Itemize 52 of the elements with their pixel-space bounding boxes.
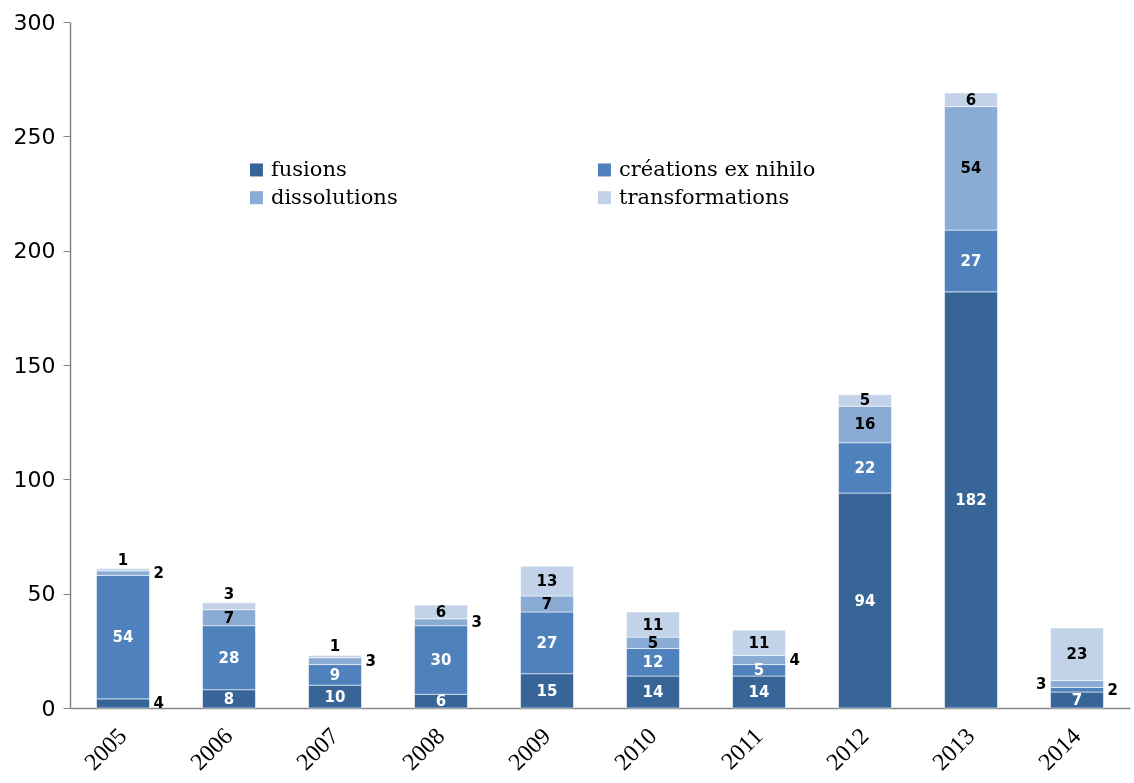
data-label: 16: [854, 415, 876, 434]
legend-label: créations ex nihilo: [618, 156, 816, 181]
data-label: 6: [435, 602, 447, 621]
data-label: 8: [223, 689, 235, 708]
y-tick-label: 50: [27, 581, 56, 607]
bar: [96, 568, 150, 572]
data-label: 7: [223, 608, 235, 627]
data-label: 5: [753, 661, 765, 680]
data-label: 3: [365, 652, 376, 671]
data-label: 10: [324, 687, 346, 706]
data-label: 11: [748, 633, 770, 652]
data-label: 5: [859, 391, 871, 410]
data-label: 14: [748, 682, 770, 701]
data-label: 6: [965, 90, 977, 109]
data-label: 14: [642, 682, 664, 701]
y-tick-label: 0: [41, 695, 56, 721]
data-label: 7: [541, 594, 553, 613]
data-label: 1: [329, 637, 341, 656]
y-tick-label: 250: [13, 123, 56, 149]
data-label: 28: [218, 648, 240, 667]
data-label: 4: [153, 694, 164, 713]
legend-label: transformations: [618, 184, 790, 209]
data-label: 3: [471, 613, 482, 632]
data-label: 5: [647, 633, 659, 652]
data-label: 3: [1036, 674, 1047, 693]
y-tick-label: 100: [13, 466, 56, 492]
data-label: 54: [960, 159, 982, 178]
data-label: 9: [329, 665, 341, 684]
data-label: 12: [642, 653, 664, 672]
data-label: 54: [112, 628, 134, 647]
data-label: 182: [955, 490, 987, 509]
data-label: 11: [642, 615, 664, 634]
data-label: 6: [435, 692, 447, 711]
data-label: 3: [223, 584, 235, 603]
data-label: 13: [536, 572, 558, 591]
data-label: 27: [960, 251, 982, 270]
data-label: 30: [430, 650, 452, 669]
data-label: 23: [1066, 645, 1088, 664]
data-label: 22: [854, 458, 876, 477]
legend-label: fusions: [270, 156, 347, 181]
data-label: 94: [854, 591, 876, 610]
data-label: 1: [117, 550, 129, 569]
y-tick-label: 200: [13, 238, 56, 264]
data-label: 15: [536, 681, 558, 700]
data-label: 7: [1071, 691, 1083, 709]
data-label: 2: [1107, 680, 1118, 699]
legend-label: dissolutions: [270, 184, 398, 209]
data-label: 4: [789, 650, 800, 669]
y-tick-label: 150: [13, 352, 56, 378]
y-tick-label: 300: [13, 9, 56, 35]
data-label: 27: [536, 633, 558, 652]
data-label: 2: [153, 564, 164, 583]
